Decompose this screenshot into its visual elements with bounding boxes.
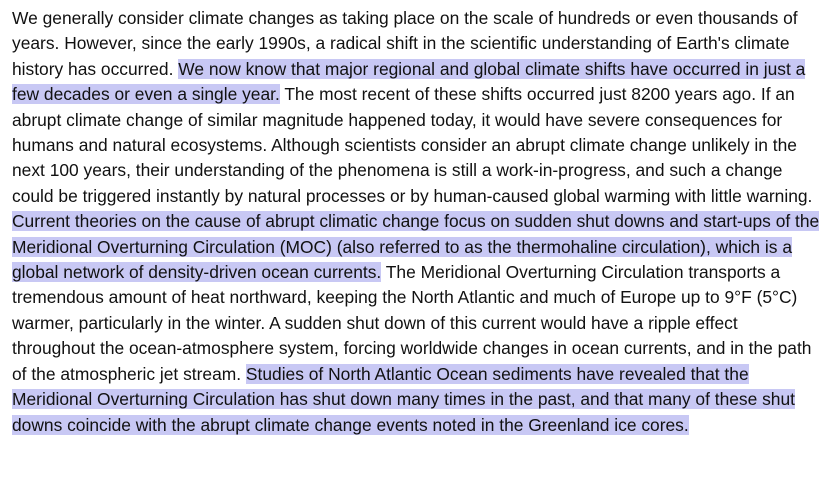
highlighted-segment: Studies of North Atlantic Ocean sediment… <box>12 363 795 435</box>
text-segment: We generally consider climate changes as… <box>12 8 798 79</box>
text-segment: The Meridional Overturning Circulation t… <box>12 262 812 384</box>
document-paragraph: We generally consider climate changes as… <box>12 6 824 438</box>
text-segment: The most recent of these shifts occurred… <box>12 84 813 206</box>
